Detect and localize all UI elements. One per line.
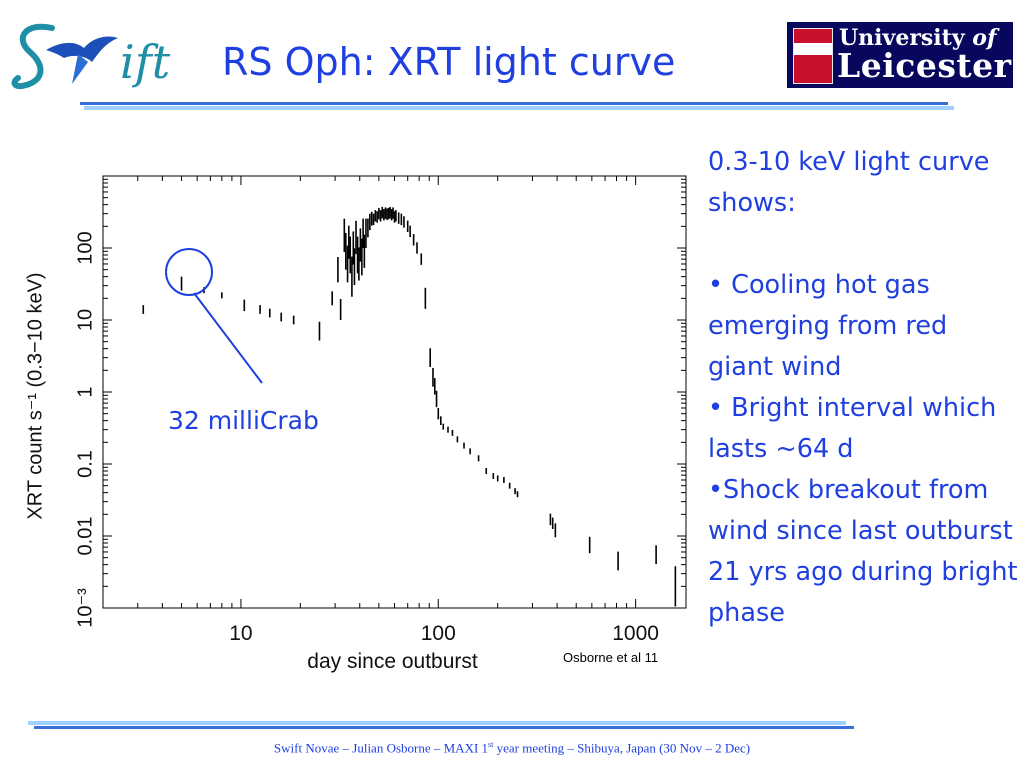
annotation-pointer — [193, 292, 263, 384]
university-logo: University of Leicester — [787, 22, 1013, 88]
swift-logo-bird-icon — [46, 36, 118, 62]
sidebar-bullet-1: • Cooling hot gas emerging from red gian… — [708, 270, 948, 382]
annotation-group: 32 milliCrab — [165, 248, 319, 435]
y-tick-label: 0.1 — [74, 450, 96, 478]
university-logo-line2: Leicester — [837, 46, 1012, 85]
footer-text: Swift Novae – Julian Osborne – MAXI 1st … — [273, 740, 751, 756]
crest-icon — [793, 28, 833, 84]
x-axis-label: day since outburst — [307, 650, 478, 673]
sidebar-text: 0.3-10 keV light curve shows: • Cooling … — [708, 142, 1020, 634]
y-tick-label: 1 — [74, 386, 96, 397]
sidebar-intro: 0.3-10 keV light curve shows: — [708, 147, 990, 218]
header-rule-dark — [80, 102, 948, 105]
data-series — [142, 206, 677, 607]
y-tick-label: 0.01 — [74, 517, 96, 556]
footer-rule-dark — [34, 726, 854, 729]
university-logo-line1: University of — [839, 25, 997, 51]
y-tick-label: 10⁻³ — [74, 588, 96, 628]
chart-credit: Osborne et al 11 — [563, 650, 658, 665]
light-curve-chart: 10 100 1000 10⁻³ 0.01 0.1 1 10 100 day since outb… — [24, 175, 687, 673]
plot-frame — [102, 175, 687, 609]
footer-rule-light — [28, 721, 846, 725]
y-axis-label: XRT count s⁻¹ (0.3−10 keV) — [24, 272, 46, 519]
sidebar-bullet-3: •Shock breakout from wind since last out… — [708, 475, 1018, 628]
annotation-label: 32 milliCrab — [168, 406, 319, 435]
y-tick-label: 10 — [74, 309, 96, 331]
y-tick-label: 100 — [74, 231, 96, 264]
header-rule-light — [84, 106, 954, 110]
swift-logo: ift — [11, 23, 171, 90]
x-tick-label: 100 — [421, 622, 456, 645]
sidebar-bullet-2: • Bright interval which lasts ~64 d — [708, 393, 997, 464]
x-tick-label: 10 — [229, 622, 252, 645]
annotation-circle — [165, 248, 213, 296]
swift-logo-s — [11, 23, 55, 90]
x-tick-label: 1000 — [612, 622, 659, 645]
swift-logo-tail — [72, 54, 88, 84]
page-title: RS Oph: XRT light curve — [222, 40, 676, 84]
swift-logo-ift: ift — [120, 35, 171, 89]
